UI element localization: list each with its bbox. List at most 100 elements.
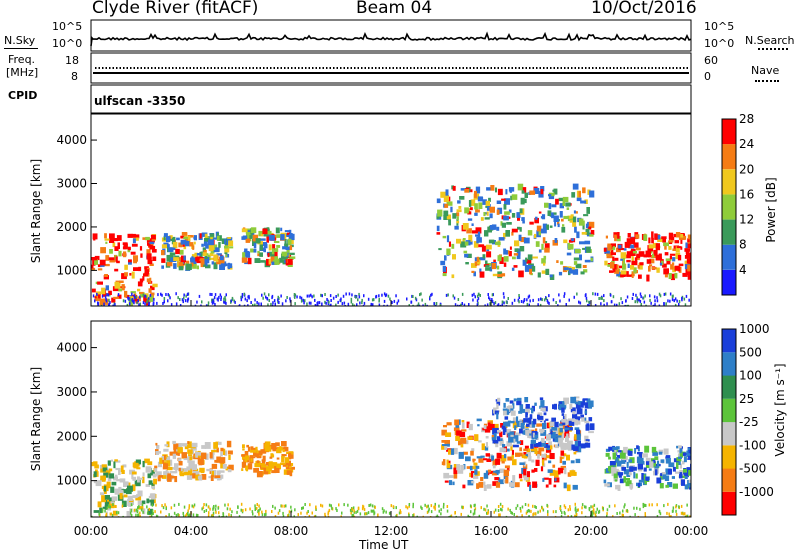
power-cell: [211, 293, 213, 296]
velocity-cell: [109, 505, 111, 509]
velocity-cell: [678, 505, 680, 509]
velocity-cell: [537, 414, 540, 419]
velocity-cell: [581, 511, 583, 515]
power-cell: [584, 259, 591, 263]
velocity-cell: [684, 484, 689, 490]
power-cell: [216, 253, 222, 256]
power-cell: [600, 296, 602, 300]
power-cell: [194, 252, 198, 258]
velocity-cell: [371, 509, 373, 513]
power-cell: [528, 254, 532, 259]
velocity-cell: [485, 453, 490, 457]
velocity-cell: [434, 507, 436, 511]
velocity-cell: [499, 439, 504, 446]
velocity-cell: [361, 507, 364, 511]
power-cell: [175, 248, 180, 255]
velocity-cell: [443, 425, 447, 428]
power-cell: [149, 293, 152, 297]
velocity-cell: [660, 473, 663, 477]
velocity-cell: [487, 422, 491, 430]
velocity-cell: [122, 515, 124, 517]
velocity-cell: [121, 500, 127, 507]
power-cell: [541, 298, 543, 302]
power-cell: [359, 301, 361, 305]
velocity-cell: [598, 509, 601, 513]
velocity-cell: [519, 428, 523, 434]
power-cell: [478, 202, 483, 209]
velocity-cell: [137, 513, 139, 517]
nsky-bottom-tick: 10^0: [52, 37, 83, 50]
power-cell: [95, 291, 102, 295]
velocity-cell: [363, 508, 366, 512]
power-cell: [131, 243, 138, 247]
velocity-cell: [213, 505, 215, 509]
power-cell: [436, 215, 440, 219]
velocity-cell: [626, 472, 631, 477]
velocity-cell: [287, 514, 289, 517]
power-cell: [644, 294, 646, 298]
velocity-cell: [327, 515, 330, 517]
velocity-cell: [371, 504, 374, 508]
velocity-cell: [644, 445, 650, 453]
velocity-cell: [101, 508, 104, 512]
velocity-cell: [213, 442, 218, 449]
velocity-cell: [338, 503, 340, 507]
velocity-cell: [608, 504, 611, 508]
velocity-cell: [254, 463, 260, 468]
power-cell: [627, 233, 631, 238]
power-cell: [268, 293, 270, 297]
power-cell: [220, 295, 222, 299]
velocity-cell: [422, 515, 424, 517]
velocity-cell: [255, 446, 258, 451]
power-cell: [367, 297, 370, 301]
power-cell: [446, 248, 451, 256]
power-cell: [511, 194, 518, 200]
velocity-cell: [668, 512, 670, 516]
power-cell: [476, 303, 479, 306]
velocity-ytick-label: 4000: [56, 341, 87, 355]
power-cell: [479, 268, 482, 273]
velocity-cell: [574, 434, 577, 440]
velocity-cell: [559, 423, 563, 429]
power-cell: [241, 295, 244, 299]
velocity-cell: [622, 513, 624, 517]
velocity-cell: [679, 472, 683, 479]
velocity-cell: [605, 468, 610, 473]
power-cell: [688, 252, 691, 259]
power-cell: [324, 293, 326, 296]
nsearch-label: N.Search: [745, 34, 795, 47]
velocity-cell: [525, 511, 528, 515]
power-cell: [274, 302, 276, 306]
velocity-cell: [641, 473, 644, 480]
power-cell: [562, 196, 569, 203]
power-cell: [282, 246, 287, 250]
velocity-cell: [258, 504, 260, 508]
power-cell: [603, 247, 607, 252]
power-cell: [574, 226, 577, 233]
power-cell: [289, 299, 292, 303]
power-cell: [557, 304, 559, 306]
power-cell: [470, 199, 476, 206]
power-cell: [661, 260, 664, 266]
velocity-cell: [221, 474, 224, 479]
power-cell: [669, 299, 671, 303]
velocity-cell: [244, 455, 250, 461]
power-cell: [473, 271, 476, 277]
power-cell: [635, 293, 637, 297]
power-cell: [261, 293, 263, 297]
power-cell: [471, 270, 475, 273]
power-cell: [588, 300, 590, 304]
power-cell: [638, 262, 643, 270]
power-cell: [646, 274, 650, 282]
power-cell: [270, 256, 277, 261]
power-cell: [201, 243, 204, 247]
power-cell: [676, 299, 678, 303]
velocity-cell: [486, 484, 492, 489]
power-cell: [231, 297, 234, 301]
velocity-cell: [484, 426, 491, 433]
velocity-cell: [487, 469, 492, 473]
velocity-cell: [216, 447, 219, 453]
power-cell: [618, 244, 622, 249]
power-cell: [656, 267, 660, 273]
velocity-cell: [188, 453, 193, 458]
